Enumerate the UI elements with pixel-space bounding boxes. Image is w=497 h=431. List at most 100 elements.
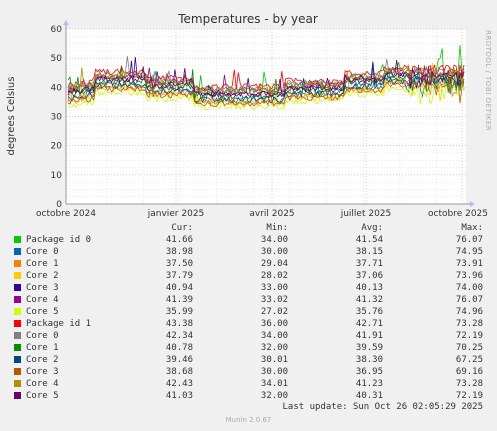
legend-row: Core 1 40.78 32.00 39.59 70.25 <box>0 342 497 354</box>
y-tick-label: 0 <box>56 200 62 210</box>
y-tick-label: 30 <box>51 113 63 123</box>
legend-cur: 39.46 <box>165 355 193 365</box>
legend-swatch <box>14 272 21 279</box>
legend-avg: 41.54 <box>355 235 383 245</box>
y-tick-label: 20 <box>51 142 63 152</box>
legend-swatch <box>14 296 21 303</box>
header-avg: Avg: <box>361 223 383 233</box>
legend-min: 27.02 <box>260 307 288 317</box>
legend-avg: 41.91 <box>355 331 383 341</box>
y-tick-label: 50 <box>51 54 63 64</box>
legend-avg: 37.71 <box>355 259 383 269</box>
legend-avg: 40.13 <box>355 283 383 293</box>
legend-min: 34.00 <box>260 235 288 245</box>
legend-cur: 38.68 <box>165 367 193 377</box>
legend-row: Core 4 42.43 34.01 41.23 73.28 <box>0 378 497 390</box>
legend-avg: 36.95 <box>355 367 383 377</box>
legend-cur: 40.78 <box>165 343 193 353</box>
y-tick-label: 40 <box>51 83 63 93</box>
legend-swatch <box>14 320 21 327</box>
legend-cur: 41.03 <box>165 391 193 401</box>
legend-max: 76.07 <box>455 235 483 245</box>
legend-row: Core 2 37.79 28.02 37.06 73.96 <box>0 270 497 282</box>
legend-series-name: Core 5 <box>26 391 59 401</box>
legend-min: 32.00 <box>260 391 288 401</box>
legend-row: Package id 1 43.38 36.00 42.71 73.28 <box>0 318 497 330</box>
legend-min: 36.00 <box>260 319 288 329</box>
x-tick-label: janvier 2025 <box>147 209 205 219</box>
grid <box>65 28 466 205</box>
header-max: Max: <box>461 223 483 233</box>
series-lines <box>67 44 465 111</box>
legend-swatch <box>14 344 21 351</box>
legend-row: Core 5 41.03 32.00 40.31 72.19 <box>0 390 497 402</box>
y-axis-label: degrees Celsius <box>6 77 17 156</box>
legend-row: Core 1 37.50 29.04 37.71 73.91 <box>0 258 497 270</box>
series-line <box>67 75 465 107</box>
legend-max: 67.25 <box>455 355 483 365</box>
legend-min: 32.00 <box>260 343 288 353</box>
legend-series-name: Core 4 <box>26 295 59 305</box>
legend-max: 72.19 <box>455 391 483 401</box>
legend-cur: 42.43 <box>165 379 193 389</box>
legend-swatch <box>14 392 21 399</box>
legend-max: 76.07 <box>455 295 483 305</box>
x-tick-label: avril 2025 <box>249 209 294 219</box>
legend-series-name: Core 5 <box>26 307 59 317</box>
series-line <box>67 65 465 104</box>
series-line <box>67 84 465 111</box>
legend-avg: 42.71 <box>355 319 383 329</box>
legend-series-name: Core 2 <box>26 355 59 365</box>
legend-swatch <box>14 248 21 255</box>
legend-max: 70.25 <box>455 343 483 353</box>
legend-swatch <box>14 236 21 243</box>
legend-max: 73.91 <box>455 259 483 269</box>
legend-max: 69.16 <box>455 367 483 377</box>
x-tick-label: octobre 2025 <box>428 209 488 219</box>
x-tick-label: juillet 2025 <box>340 209 392 219</box>
legend-max: 72.19 <box>455 331 483 341</box>
legend-series-name: Package id 1 <box>26 319 92 329</box>
legend-series-name: Core 0 <box>26 247 59 257</box>
legend-min: 34.00 <box>260 331 288 341</box>
legend-cur: 37.50 <box>165 259 193 269</box>
legend-avg: 41.32 <box>355 295 383 305</box>
legend-cur: 42.34 <box>165 331 193 341</box>
chart: 0 10 20 30 40 50 60 octobre 2024 janvier 2025 avr… <box>6 12 492 219</box>
legend-min: 33.00 <box>260 283 288 293</box>
legend-cur: 41.39 <box>165 295 193 305</box>
y-tick-label: 10 <box>51 171 63 181</box>
legend-row: Core 2 39.46 30.01 38.30 67.25 <box>0 354 497 366</box>
legend-series-name: Core 1 <box>26 343 59 353</box>
legend-max: 74.96 <box>455 307 483 317</box>
legend-header: Cur: Min: Avg: Max: <box>0 222 497 234</box>
last-update: Last update: Sun Oct 26 02:05:29 2025 <box>282 402 483 412</box>
legend: Cur: Min: Avg: Max: Package id 0 41.66 3… <box>0 222 497 402</box>
legend-series-name: Core 4 <box>26 379 59 389</box>
legend-min: 33.02 <box>260 295 288 305</box>
legend-series-name: Package id 0 <box>26 235 92 245</box>
legend-cur: 43.38 <box>165 319 193 329</box>
legend-max: 73.28 <box>455 319 483 329</box>
legend-min: 30.01 <box>260 355 288 365</box>
legend-row: Core 3 40.94 33.00 40.13 74.00 <box>0 282 497 294</box>
legend-avg: 38.30 <box>355 355 383 365</box>
legend-swatch <box>14 368 21 375</box>
legend-avg: 37.06 <box>355 271 383 281</box>
series-line <box>67 59 465 98</box>
legend-swatch <box>14 284 21 291</box>
rrdtool-credit: RRDTOOL / TOBI OETIKER <box>484 30 492 131</box>
y-tick-label: 60 <box>51 25 63 35</box>
legend-max: 73.96 <box>455 271 483 281</box>
legend-swatch <box>14 332 21 339</box>
legend-row: Core 5 35.99 27.02 35.76 74.96 <box>0 306 497 318</box>
legend-series-name: Core 3 <box>26 367 59 377</box>
legend-row: Package id 0 41.66 34.00 41.54 76.07 <box>0 234 497 246</box>
munin-version: Munin 2.0.67 <box>225 416 272 424</box>
legend-avg: 39.59 <box>355 343 383 353</box>
legend-row: Core 0 42.34 34.00 41.91 72.19 <box>0 330 497 342</box>
chart-title: Temperatures - by year <box>177 12 318 26</box>
legend-cur: 37.79 <box>165 271 193 281</box>
legend-min: 28.02 <box>260 271 288 281</box>
x-tick-label: octobre 2024 <box>36 209 96 219</box>
